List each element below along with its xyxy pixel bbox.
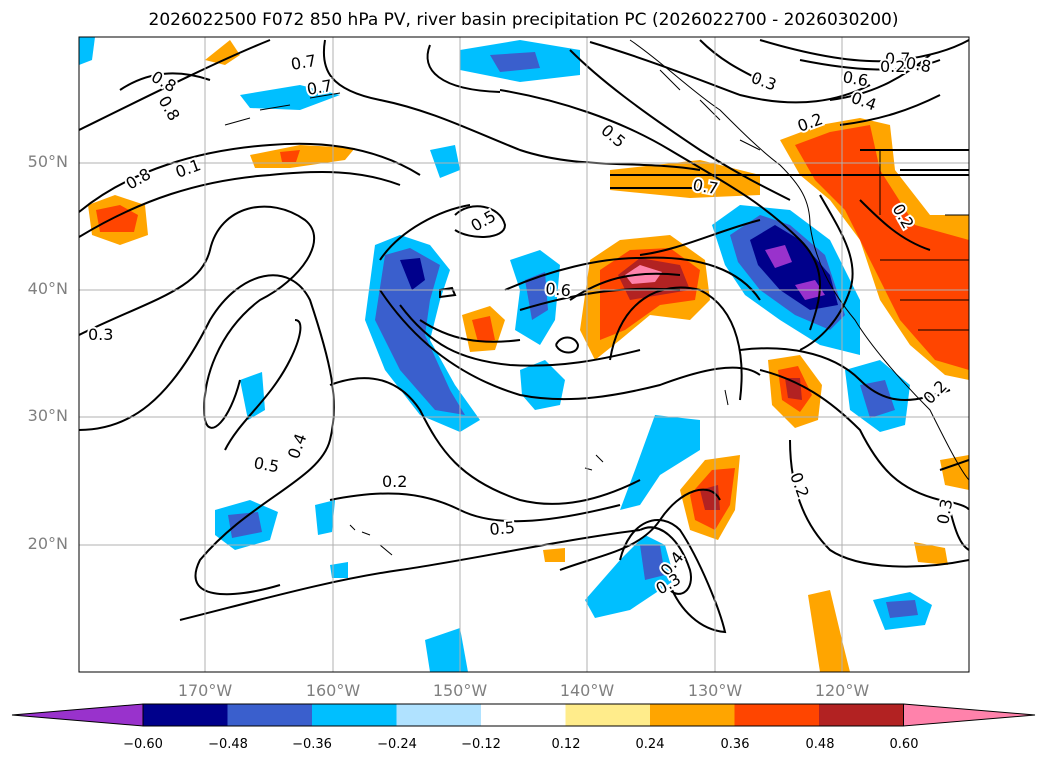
colorbar-segment <box>481 704 566 726</box>
contour-label: 0.4 <box>849 88 879 115</box>
lat-label-40n: 40°N <box>27 279 68 298</box>
colorbar-tick: 0.60 <box>889 737 919 752</box>
gridlines <box>79 37 969 672</box>
contour-label: 0.8 <box>904 53 932 76</box>
colorbar-segment <box>143 704 228 726</box>
colorbar-tick: 0.48 <box>805 737 835 752</box>
colorbar-tick: 0.36 <box>720 737 750 752</box>
precipitation-shading <box>79 37 969 672</box>
contour-label: 0.6 <box>545 279 572 300</box>
contour-label: 0.8 <box>148 67 180 96</box>
contour-label: 0.2 <box>786 470 813 500</box>
lat-label-50n: 50°N <box>27 152 68 171</box>
lat-label-20n: 20°N <box>27 534 68 553</box>
colorbar-tick: −0.24 <box>377 737 417 752</box>
lat-label-30n: 30°N <box>27 406 68 425</box>
contour-label: 0.5 <box>252 453 280 476</box>
contour-label: 0.5 <box>489 518 516 539</box>
lon-label-150w: 150°W <box>432 681 488 700</box>
contour-label: 0.6 <box>841 67 869 90</box>
contour-label: 0.3 <box>88 325 113 344</box>
contour-label: 0.3 <box>749 68 779 95</box>
colorbar-segment <box>396 704 482 726</box>
colorbar-segment <box>650 704 735 726</box>
contour-label: 0.2 <box>382 472 407 491</box>
coastlines <box>224 39 969 556</box>
colorbar-tick: −0.60 <box>123 737 163 752</box>
colorbar-segment <box>312 704 397 726</box>
lon-label-120w: 120°W <box>814 681 870 700</box>
contour-label: 0.7 <box>885 49 910 68</box>
contour-label: 0.2 <box>919 376 950 407</box>
contour-label: 0.2 <box>880 57 905 76</box>
colorbar-segment <box>565 704 651 726</box>
contour-label: 0.8 <box>155 93 184 125</box>
contour-label: 0.3 <box>933 497 956 525</box>
map-frame <box>78 36 970 673</box>
colorbar <box>11 703 1036 727</box>
colorbar-segment <box>227 704 313 726</box>
map-title: 2026022500 F072 850 hPa PV, river basin … <box>148 10 899 30</box>
colorbar-tick: 0.12 <box>551 737 581 752</box>
lon-label-130w: 130°W <box>687 681 743 700</box>
colorbar-frame <box>142 703 904 727</box>
lon-label-170w: 170°W <box>177 681 233 700</box>
contour-label: 0.5 <box>597 121 629 152</box>
colorbar-tick: 0.24 <box>635 737 665 752</box>
colorbar-extend-high <box>903 703 1036 727</box>
colorbar-tick: −0.36 <box>292 737 332 752</box>
colorbar-segment <box>734 704 820 726</box>
contour-label: 0.4 <box>284 431 311 461</box>
contour-label: 0.1 <box>173 155 203 182</box>
colorbar-segment <box>819 704 904 726</box>
contour-label: 0.8 <box>123 164 155 193</box>
colorbar-tick: −0.12 <box>461 737 501 752</box>
lon-label-160w: 160°W <box>305 681 361 700</box>
colorbar-extend-low <box>11 703 144 727</box>
contour-label: 0.7 <box>289 51 317 74</box>
lon-label-140w: 140°W <box>559 681 615 700</box>
colorbar-tick: −0.48 <box>208 737 248 752</box>
